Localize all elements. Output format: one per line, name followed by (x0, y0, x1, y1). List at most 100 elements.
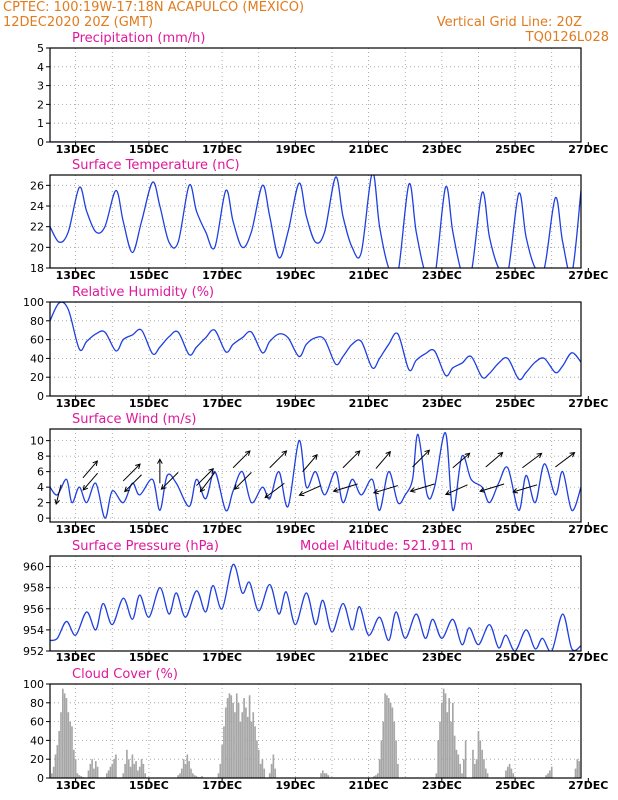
cloud-bar (115, 754, 117, 778)
wind-arrow (82, 460, 98, 479)
wind-arrow (299, 485, 322, 496)
cloud-bar (133, 763, 136, 778)
cloud-bar (190, 768, 192, 778)
x-tick-label: 25DEC (495, 397, 535, 410)
x-tick-label: 25DEC (495, 651, 535, 664)
cloud-bar (547, 773, 549, 778)
y-tick-label: 4 (37, 481, 44, 494)
cloud-bar (135, 761, 137, 778)
cloud-bar (221, 745, 223, 778)
panel-annotation: Model Altitude: 521.911 m (300, 539, 473, 554)
cloud-bar (325, 773, 328, 778)
x-tick-label: 13DEC (56, 651, 96, 664)
y-tick-label: 80 (30, 697, 44, 710)
y-tick-label: 26 (30, 179, 44, 192)
x-tick-label: 21DEC (349, 397, 389, 410)
cloud-bar (380, 740, 383, 778)
x-tick-label: 13DEC (56, 143, 96, 156)
y-tick-label: 40 (30, 352, 44, 365)
cloud-bar (61, 688, 64, 778)
cloud-bar (395, 740, 397, 778)
x-tick-label: 19DEC (275, 779, 315, 792)
cloud-bar (137, 770, 139, 778)
x-tick-label: 13DEC (56, 779, 96, 792)
wind-arrow-head (372, 488, 379, 495)
wind-arrow (196, 468, 214, 486)
wind-arrow (375, 451, 391, 469)
wind-arrow-head (199, 486, 206, 493)
cloud-bar (270, 763, 273, 778)
cloud-bar (193, 775, 196, 778)
cloud-bar (257, 749, 260, 778)
wind-arrow (55, 484, 62, 505)
x-tick-label: 25DEC (495, 269, 535, 282)
y-tick-label: 5 (37, 42, 44, 55)
cloud-bar (201, 776, 203, 778)
cloud-bar (144, 773, 147, 778)
wind-arrow-head (536, 452, 543, 459)
wind-arrow-head (208, 468, 215, 474)
cloud-bar (76, 773, 79, 778)
header-grid-note: Vertical Grid Line: 20Z (437, 15, 582, 30)
wind-arrow (522, 452, 542, 469)
cloud-bar (65, 698, 68, 778)
cloud-bar (60, 712, 62, 778)
wind-arrow-head (312, 454, 318, 460)
y-tick-label: 6 (37, 466, 44, 479)
cloud-bar (453, 735, 456, 778)
wind-arrow (82, 472, 98, 491)
cloud-bar (232, 702, 234, 778)
cloud-bar (94, 761, 97, 778)
panel-frame (49, 47, 582, 143)
cloud-bar (481, 749, 483, 778)
cloud-bar (389, 702, 392, 778)
cloud-bar (109, 766, 112, 778)
panel-title: Relative Humidity (%) (72, 285, 214, 300)
cloud-bar (252, 712, 255, 778)
y-tick-label: 20 (30, 241, 44, 254)
cloud-bar (129, 766, 132, 778)
x-tick-label: 23DEC (422, 397, 462, 410)
cloud-bar (483, 759, 485, 778)
wind-arrow (512, 484, 538, 493)
panel-title: Precipitation (mm/h) (72, 31, 205, 46)
cloud-bar (243, 698, 245, 778)
x-tick-label: 19DEC (275, 397, 315, 410)
cloud-bar (268, 773, 271, 778)
wind-arrow-head (512, 488, 519, 494)
y-tick-label: 1 (37, 117, 44, 130)
x-tick-label: 27DEC (568, 779, 608, 792)
x-tick-label: 17DEC (202, 269, 242, 282)
cloud-bar (462, 759, 465, 778)
cloud-bar (241, 712, 244, 778)
x-tick-label: 17DEC (202, 651, 242, 664)
cloud-bar (578, 761, 580, 778)
cloud-bar (473, 763, 476, 778)
cloud-bar (186, 754, 189, 778)
cloud-bar (457, 754, 460, 778)
x-tick-label: 15DEC (129, 651, 169, 664)
wind-arrow-head (135, 463, 141, 470)
panel-2: Surface Temperature (nC) 18 20 22 24 26 13DEC 1… (30, 158, 608, 282)
y-tick-label: 2 (37, 98, 44, 111)
cloud-bar (320, 773, 322, 778)
y-tick-label: 956 (23, 603, 44, 616)
cloud-bar (56, 745, 59, 778)
panel-5: Surface Pressure (hPa) Model Altitude: 52… (23, 539, 608, 664)
wind-arrow-head (264, 492, 271, 499)
panel-3: Relative Humidity (%) 0 20 40 60 80 100 13DEC 15… (23, 285, 608, 410)
panel-frame (49, 174, 582, 269)
series-line (50, 175, 581, 268)
y-tick-label: 0 (37, 136, 44, 149)
cloud-bar (373, 776, 375, 778)
x-tick-label: 13DEC (56, 523, 96, 536)
wind-arrow-head (497, 451, 504, 458)
y-tick-label: 80 (30, 315, 44, 328)
cloud-bar (87, 770, 90, 778)
y-tick-label: 60 (30, 716, 44, 729)
cloud-bar (250, 721, 253, 778)
cloud-bar (378, 759, 381, 778)
panel-4: Surface Wind (m/s) 0 2 4 6 8 10 13DEC 15DEC 17DEC… (30, 412, 608, 536)
wind-arrow (373, 485, 399, 494)
cloud-bar (54, 754, 57, 778)
